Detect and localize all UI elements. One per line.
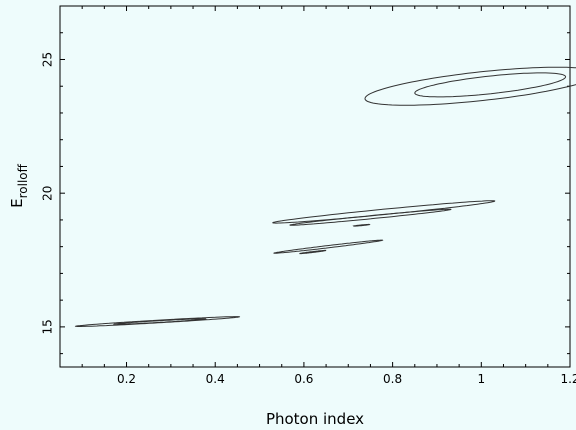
contour-C-outer <box>272 200 496 224</box>
contour-B-inner <box>299 249 327 255</box>
x-tick-label: 0.6 <box>294 372 313 386</box>
x-tick-label: 0.8 <box>383 372 402 386</box>
contour-D-outer <box>364 66 576 106</box>
y-tick-label: 20 <box>41 186 55 201</box>
y-tick-label: 25 <box>41 52 55 67</box>
x-tick-label: 1 <box>477 372 485 386</box>
contour-C-core <box>352 223 371 227</box>
x-tick-label: 0.4 <box>206 372 225 386</box>
x-tick-label: 1.2 <box>560 372 576 386</box>
x-axis-title: Photon index <box>266 410 364 428</box>
tick-marks <box>60 6 571 367</box>
contour-A-inner <box>112 318 207 325</box>
plot-frame <box>59 5 571 368</box>
y-axis-title: Erolloff <box>8 163 30 208</box>
contour-B-outer <box>273 239 384 254</box>
y-axis-title-subscript: rolloff <box>16 163 30 198</box>
contour-A-outer <box>74 316 241 327</box>
contour-C-inner <box>289 208 452 226</box>
y-axis-title-main: E <box>8 198 26 207</box>
tick-labels: 0.2 0.4 0.6 0.8 1 1.2 15 20 25 <box>41 52 576 386</box>
contour-D-inner <box>414 72 567 98</box>
y-tick-label: 15 <box>41 319 55 334</box>
svg-text:Erolloff: Erolloff <box>8 163 30 208</box>
contour-lines <box>74 66 576 327</box>
x-tick-label: 0.2 <box>117 372 136 386</box>
